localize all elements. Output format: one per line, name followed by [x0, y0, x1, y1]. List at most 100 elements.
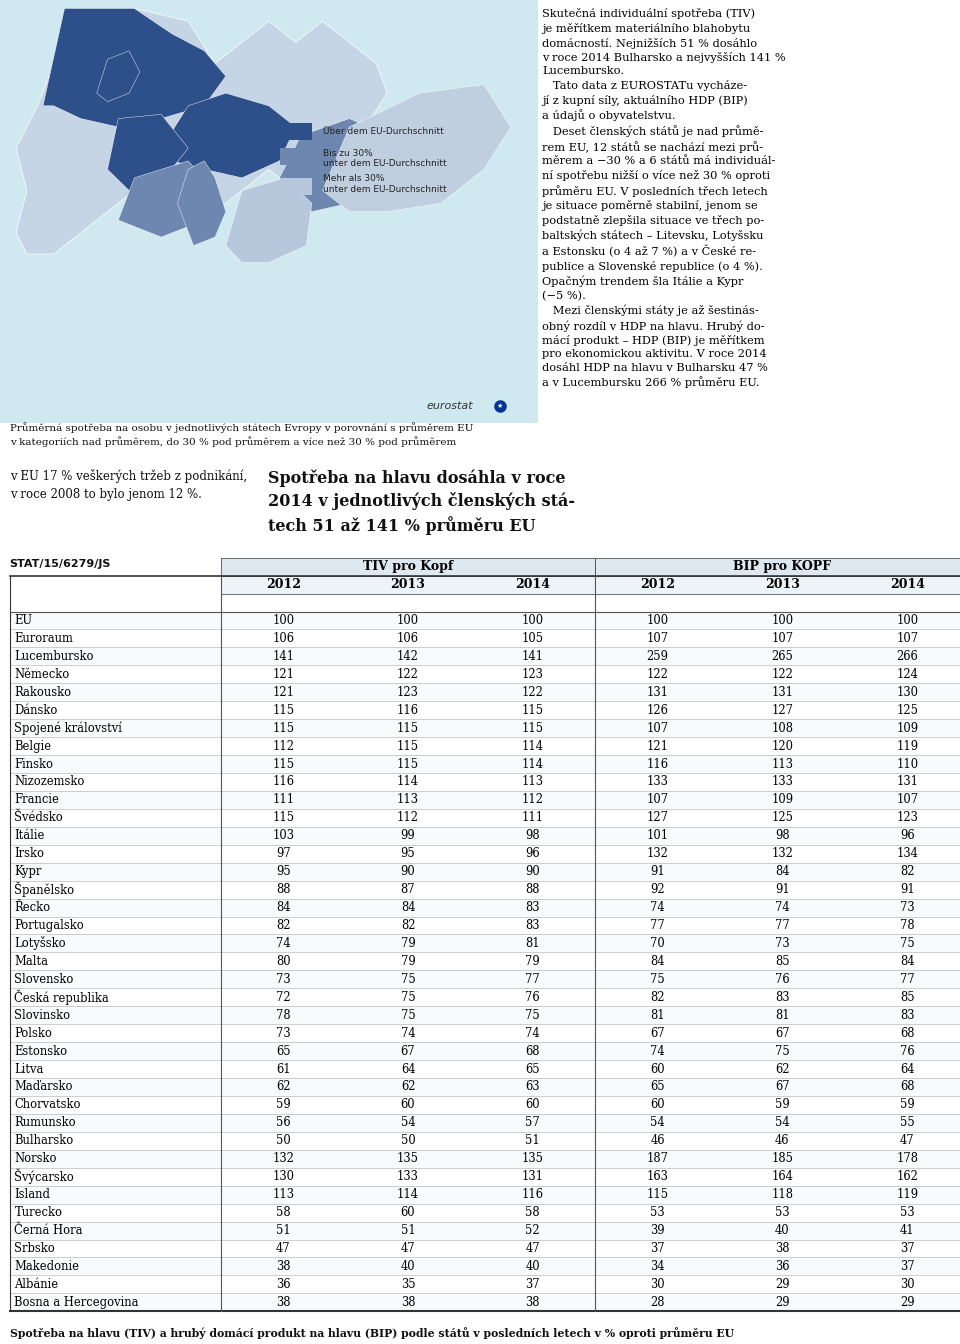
Text: 96: 96 — [525, 847, 540, 860]
Text: 122: 122 — [397, 668, 419, 681]
Text: 133: 133 — [397, 1171, 419, 1183]
Polygon shape — [279, 118, 387, 211]
Text: 83: 83 — [525, 900, 540, 914]
Text: 57: 57 — [525, 1117, 540, 1129]
Text: 2014: 2014 — [890, 578, 924, 591]
Text: Česká republika: Česká republika — [14, 989, 109, 1005]
Text: 36: 36 — [775, 1259, 790, 1273]
Text: Slovensko: Slovensko — [14, 973, 74, 986]
Text: 77: 77 — [650, 919, 665, 931]
Text: 123: 123 — [897, 812, 918, 824]
Text: 100: 100 — [646, 614, 669, 628]
Text: Spotřeba na hlavu (TIV) a hrubý domácí produkt na hlavu (BIP) podle států v posl: Spotřeba na hlavu (TIV) a hrubý domácí p… — [10, 1328, 733, 1339]
Text: 37: 37 — [900, 1259, 915, 1273]
Text: 2012: 2012 — [640, 578, 675, 591]
Text: 88: 88 — [276, 883, 291, 896]
Text: 113: 113 — [397, 793, 419, 806]
Text: 114: 114 — [522, 739, 543, 753]
Text: TIV pro Kopf: TIV pro Kopf — [363, 560, 453, 573]
Text: 113: 113 — [522, 775, 543, 789]
Text: 51: 51 — [400, 1224, 416, 1236]
Text: Slovinsko: Slovinsko — [14, 1009, 70, 1021]
Bar — [279, 122, 312, 140]
Text: Rakousko: Rakousko — [14, 685, 72, 699]
Text: 83: 83 — [775, 991, 790, 1004]
Text: 74: 74 — [650, 1044, 665, 1058]
Text: 100: 100 — [771, 614, 794, 628]
Text: Albánie: Albánie — [14, 1278, 59, 1290]
Text: 105: 105 — [521, 632, 544, 645]
Text: Maďarsko: Maďarsko — [14, 1081, 73, 1094]
Text: 114: 114 — [522, 758, 543, 770]
Text: 79: 79 — [525, 954, 540, 968]
Text: Belgie: Belgie — [14, 739, 52, 753]
Text: 141: 141 — [273, 650, 294, 663]
Text: 122: 122 — [772, 668, 793, 681]
Text: 84: 84 — [650, 954, 665, 968]
Text: 37: 37 — [650, 1242, 665, 1255]
Text: Španělsko: Španělsko — [14, 882, 75, 898]
Text: 107: 107 — [896, 793, 919, 806]
Text: 62: 62 — [400, 1081, 416, 1094]
Text: 65: 65 — [650, 1081, 665, 1094]
Text: 130: 130 — [897, 685, 918, 699]
FancyBboxPatch shape — [0, 0, 538, 423]
Text: 41: 41 — [900, 1224, 915, 1236]
Text: 60: 60 — [650, 1098, 665, 1111]
Text: 142: 142 — [397, 650, 419, 663]
Text: 30: 30 — [900, 1278, 915, 1290]
Text: 266: 266 — [897, 650, 918, 663]
Text: 131: 131 — [897, 775, 918, 789]
Text: Lucembursko: Lucembursko — [14, 650, 94, 663]
Text: 116: 116 — [273, 775, 294, 789]
Text: 116: 116 — [647, 758, 668, 770]
Text: 52: 52 — [525, 1224, 540, 1236]
Text: 92: 92 — [650, 883, 665, 896]
Bar — [279, 148, 312, 165]
Text: 115: 115 — [646, 1188, 669, 1202]
Text: Spojené království: Spojené království — [14, 722, 122, 735]
Text: 113: 113 — [273, 1188, 294, 1202]
Text: 47: 47 — [400, 1242, 416, 1255]
Text: Malta: Malta — [14, 954, 48, 968]
Text: 125: 125 — [772, 812, 793, 824]
Polygon shape — [323, 85, 511, 211]
Text: Lotyšsko: Lotyšsko — [14, 937, 66, 950]
Text: 82: 82 — [400, 919, 416, 931]
Text: 59: 59 — [775, 1098, 790, 1111]
Text: 47: 47 — [525, 1242, 540, 1255]
Text: Bis zu 30%
unter dem EU-Durchschnitt: Bis zu 30% unter dem EU-Durchschnitt — [323, 149, 446, 168]
Polygon shape — [108, 114, 188, 191]
Text: EU: EU — [14, 614, 33, 628]
Text: 47: 47 — [276, 1242, 291, 1255]
Polygon shape — [97, 51, 140, 102]
Text: Estonsko: Estonsko — [14, 1044, 67, 1058]
Text: 74: 74 — [775, 900, 790, 914]
Polygon shape — [118, 161, 215, 237]
Text: 91: 91 — [775, 883, 790, 896]
Text: 84: 84 — [276, 900, 291, 914]
Polygon shape — [226, 177, 312, 262]
Text: 123: 123 — [397, 685, 419, 699]
Text: Spotřeba na hlavu dosáhla v roce
2014 v jednotlivých členských stá-
tech 51 až 1: Spotřeba na hlavu dosáhla v roce 2014 v … — [269, 469, 575, 535]
Text: 98: 98 — [775, 829, 790, 843]
Text: 75: 75 — [900, 937, 915, 950]
Text: 103: 103 — [273, 829, 294, 843]
Text: 110: 110 — [896, 758, 919, 770]
Text: 38: 38 — [276, 1259, 291, 1273]
Text: 100: 100 — [272, 614, 295, 628]
Text: 64: 64 — [900, 1063, 915, 1075]
Text: 54: 54 — [650, 1117, 665, 1129]
Text: 60: 60 — [400, 1206, 416, 1219]
Text: 115: 115 — [396, 758, 420, 770]
Text: 73: 73 — [276, 1027, 291, 1040]
Text: 82: 82 — [276, 919, 291, 931]
Text: 107: 107 — [646, 793, 669, 806]
Text: 79: 79 — [400, 937, 416, 950]
Text: Bulharsko: Bulharsko — [14, 1134, 74, 1148]
Text: 101: 101 — [646, 829, 669, 843]
Text: 121: 121 — [273, 668, 294, 681]
Text: Švédsko: Švédsko — [14, 812, 63, 824]
Text: Portugalsko: Portugalsko — [14, 919, 84, 931]
Text: 47: 47 — [900, 1134, 915, 1148]
